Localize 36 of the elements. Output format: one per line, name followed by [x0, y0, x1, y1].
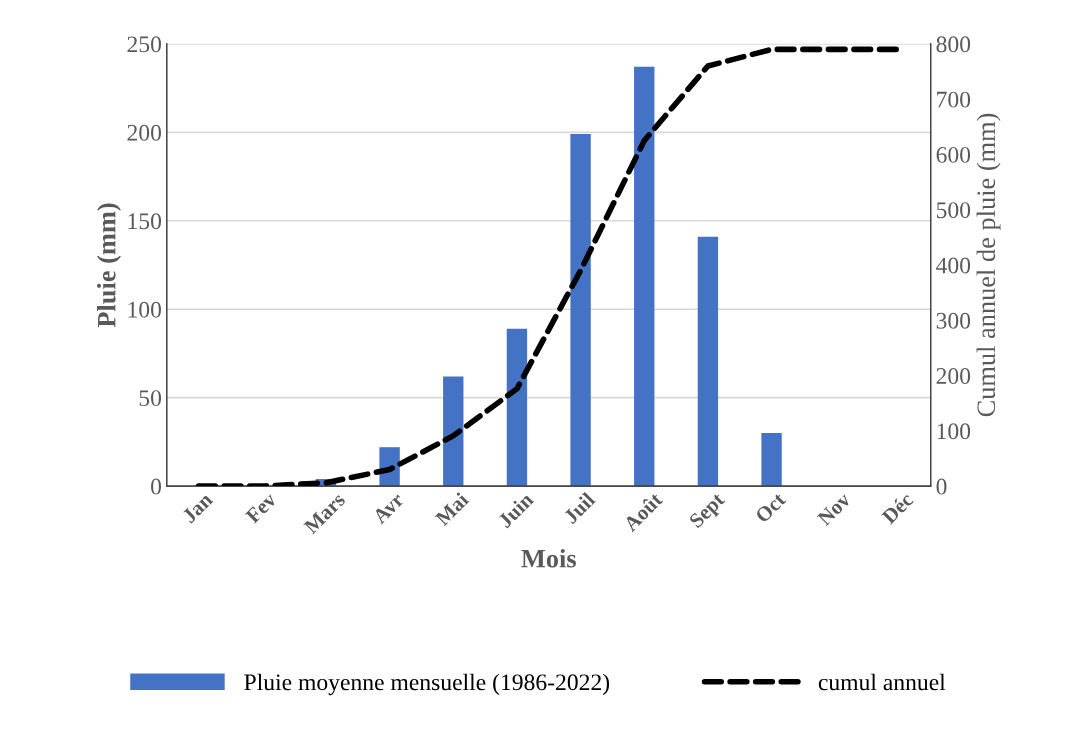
bar [634, 66, 655, 487]
x-tick-label: Avr [371, 491, 405, 525]
x-tick-label: Oct [754, 491, 787, 524]
y2-tick-label: 300 [936, 312, 971, 329]
y2-tick-label: 200 [936, 368, 971, 384]
y2-tick-label: 0 [936, 478, 947, 495]
y-tick-label: 100 [128, 301, 162, 318]
x-tick-label: Jan [181, 491, 214, 524]
bar [443, 376, 464, 487]
y-axis-title: Pluie (mm) [97, 203, 121, 328]
bar [570, 134, 591, 487]
y-tick-label: 50 [139, 390, 162, 407]
y-tick-label: 0 [151, 478, 162, 495]
x-tick-label: Juin [496, 491, 535, 529]
y2-tick-label: 500 [936, 202, 971, 219]
x-tick-label: Fev [244, 491, 278, 524]
legend-label: cumul annuel [818, 673, 946, 691]
y2-axis-title: Cumul annuel de pluie (mm) [976, 113, 1001, 417]
legend-label: Pluie moyenne mensuelle (1986-2022) [244, 673, 610, 696]
x-axis-title: Mois [521, 548, 576, 568]
x-tick-label: Nov [816, 491, 852, 527]
bar [506, 328, 528, 487]
y2-tick-label: 800 [936, 36, 971, 53]
x-tick-label: Déc [880, 491, 915, 525]
bar [761, 433, 782, 487]
bar [697, 236, 719, 487]
y2-tick-label: 100 [937, 423, 971, 440]
y2-tick-label: 600 [936, 146, 971, 163]
x-tick-label: Mai [434, 491, 470, 527]
x-tick-label: Juil [562, 491, 596, 525]
y2-tick-label: 400 [936, 257, 971, 274]
x-tick-label: Sept [688, 491, 729, 532]
y-tick-label: 250 [127, 36, 162, 53]
y2-tick-label: 700 [937, 91, 971, 108]
y-tick-label: 200 [127, 124, 162, 141]
y-tick-label: 150 [128, 213, 162, 230]
